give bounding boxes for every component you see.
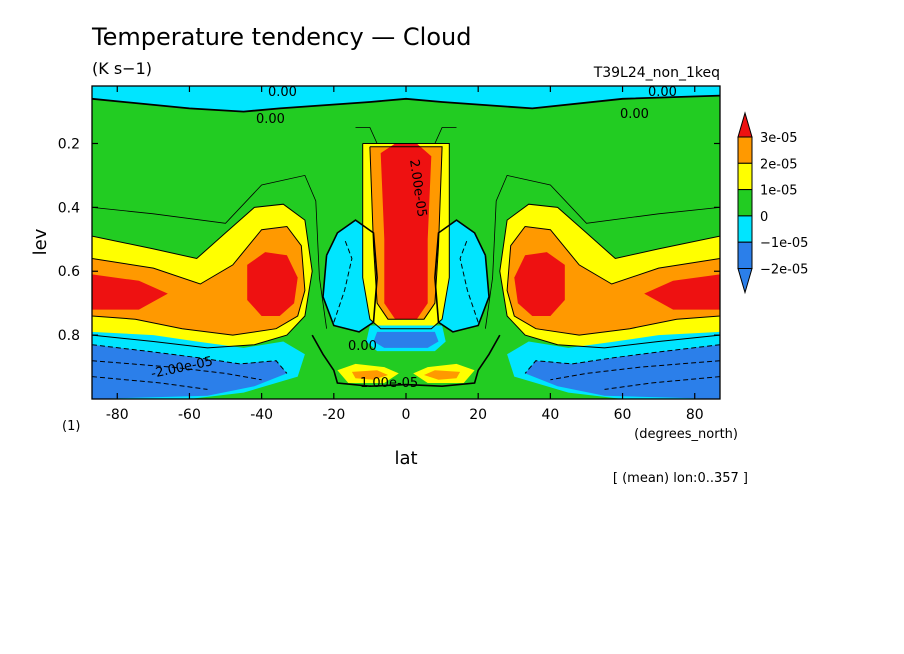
lobe-highlat-3e5 — [92, 274, 168, 310]
x-tick-label: 80 — [686, 407, 704, 423]
lobe-eq-cooling-2e5 — [373, 331, 439, 348]
contour-label-zero-5: 0.00 — [348, 339, 377, 354]
contour-zero-strat — [92, 94, 720, 113]
lobe-midlat-3e5 — [247, 252, 298, 316]
contour-zero-subtrop-mirror — [434, 219, 490, 333]
run-label: T39L24_non_1keq — [593, 65, 720, 81]
x-tick-label: 0 — [402, 407, 411, 423]
contour-thin-extra — [92, 174, 327, 329]
contour-subtrop-neg — [333, 239, 353, 323]
contour-label-1e5: 1.00e-05 — [360, 376, 418, 391]
contour-tropics-2e5 — [369, 146, 443, 320]
contour-bl-neg-3-mirror — [604, 376, 720, 390]
x-tick-label: -80 — [106, 407, 129, 423]
contour-label-zero-2: 0.00 — [648, 85, 677, 100]
contour-thin-top — [355, 127, 378, 144]
contour-bl-neg — [92, 344, 288, 374]
x-tick-label: -20 — [322, 407, 345, 423]
contour-thin-top-mirror — [434, 127, 457, 144]
contour-bl-neg-3 — [92, 376, 208, 390]
y-tick-label: 0.6 — [58, 264, 80, 280]
footnote: [ (mean) lon:0..357 ] — [613, 471, 748, 486]
contour-thin-extra-mirror — [485, 174, 720, 329]
contour-bl-neg-mirror — [524, 344, 720, 374]
colorbar-max-triangle — [737, 111, 753, 138]
contour-tropics-1e5 — [362, 143, 450, 330]
contour-label-zero-1: 0.00 — [268, 85, 297, 100]
y-axis-title: lev — [30, 228, 51, 255]
x-axis-title: lat — [394, 448, 417, 469]
colorbar-min-triangle — [737, 268, 753, 295]
x-units-label: (degrees_north) — [634, 427, 738, 442]
contour-bl-neg-2-mirror — [550, 360, 720, 381]
colorbar-cell — [737, 215, 753, 243]
colorbar-label: 2e-05 — [760, 157, 798, 172]
lobe-midlat-2e5-mirror — [507, 226, 720, 336]
contour-midlat-1e5-mirror — [499, 203, 720, 349]
colorbar-label: −2e-05 — [760, 263, 808, 278]
x-tick-label: -40 — [250, 407, 273, 423]
contour-label-zero-3: 0.00 — [256, 112, 285, 127]
x-axis: -80 -60 -40 -20 0 20 40 60 80 — [106, 86, 704, 423]
band-bl-cooling-2e5 — [92, 344, 287, 399]
band-bl-cooling-2e5-mirror — [525, 344, 720, 399]
contour-midlat-2e5-mirror — [506, 225, 720, 336]
contour-midlat-1e5 — [92, 203, 313, 349]
y-units-label: (1) — [62, 419, 80, 434]
column-tropics-3e5 — [380, 143, 432, 320]
colorbar-cell-low — [737, 241, 753, 269]
lobe-highlat-3e5-mirror — [644, 274, 720, 310]
y-tick-label: 0.4 — [58, 200, 80, 216]
contour-field — [92, 86, 720, 399]
colorbar-label: 3e-05 — [760, 131, 798, 146]
colorbar-label: 0 — [760, 210, 768, 225]
units-label: (K s−1) — [92, 59, 152, 78]
lobe-midlat-2e5 — [92, 226, 305, 336]
contour-zero-subtrop — [322, 219, 378, 333]
contour-subtrop-neg-mirror — [459, 239, 479, 323]
x-tick-label: 40 — [541, 407, 559, 423]
y-axis: 0.2 0.4 0.6 0.8 — [58, 136, 720, 344]
y-tick-label: 0.8 — [58, 328, 80, 344]
colorbar-cell — [737, 136, 753, 164]
contour-bl-neg-2 — [92, 360, 262, 381]
y-tick-label: 0.2 — [58, 136, 80, 152]
lobe-surface-2e5-mirror — [424, 370, 461, 380]
colorbar-label: 1e-05 — [760, 184, 798, 199]
colorbar-cell — [737, 189, 753, 217]
contour-midlat-2e5 — [92, 225, 306, 336]
x-tick-label: 60 — [614, 407, 632, 423]
colorbar: 3e-05 2e-05 1e-05 0 −1e-05 −2e-05 — [737, 111, 808, 295]
colorbar-label: −1e-05 — [760, 236, 808, 251]
contour-lines — [92, 94, 720, 390]
lobe-surface-2e5 — [351, 370, 388, 380]
x-tick-label: -60 — [178, 407, 201, 423]
x-tick-label: 20 — [469, 407, 487, 423]
colorbar-cell — [737, 162, 753, 191]
contour-zero-lower — [311, 334, 501, 388]
contour-label-zero-4: 0.00 — [620, 107, 649, 122]
chart-title: Temperature tendency — Cloud — [91, 23, 471, 51]
lobe-midlat-3e5-mirror — [514, 252, 565, 316]
